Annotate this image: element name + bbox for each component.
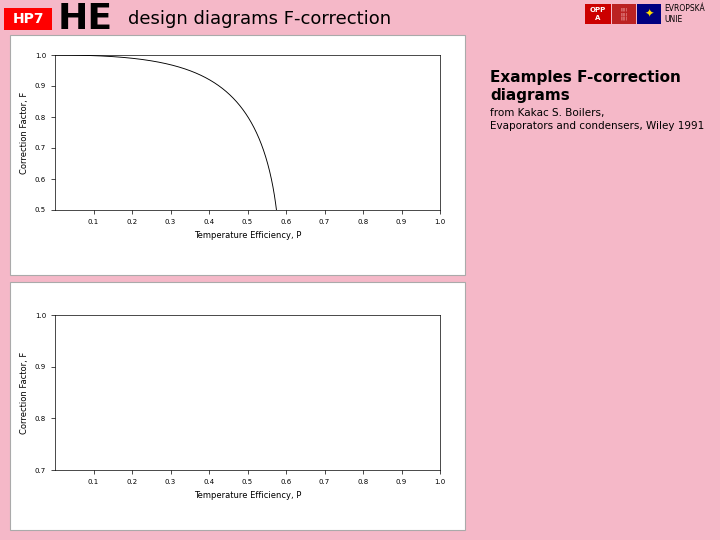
FancyBboxPatch shape [612,4,636,24]
Text: design diagrams F-correction: design diagrams F-correction [128,10,392,28]
FancyBboxPatch shape [10,282,465,530]
FancyBboxPatch shape [4,8,52,30]
Text: Examples F-correction: Examples F-correction [490,70,681,85]
Text: OPP
A: OPP A [590,8,606,21]
X-axis label: Temperature Efficiency, P: Temperature Efficiency, P [194,490,301,500]
Text: diagrams: diagrams [490,88,570,103]
Text: HE: HE [58,2,112,36]
Text: EVROPSKÁ
UNIE: EVROPSKÁ UNIE [664,4,705,24]
FancyBboxPatch shape [10,35,465,275]
Y-axis label: Correction Factor, F: Correction Factor, F [20,352,30,434]
Text: HP7: HP7 [12,12,44,26]
Y-axis label: Correction Factor, F: Correction Factor, F [20,91,30,174]
Text: |||||
|||||
|||||: ||||| ||||| ||||| [621,8,627,21]
FancyBboxPatch shape [637,4,661,24]
Text: ✦: ✦ [644,9,654,19]
X-axis label: Temperature Efficiency, P: Temperature Efficiency, P [194,231,301,240]
Text: from Kakac S. Boilers,
Evaporators and condensers, Wiley 1991: from Kakac S. Boilers, Evaporators and c… [490,108,704,131]
FancyBboxPatch shape [585,4,611,24]
